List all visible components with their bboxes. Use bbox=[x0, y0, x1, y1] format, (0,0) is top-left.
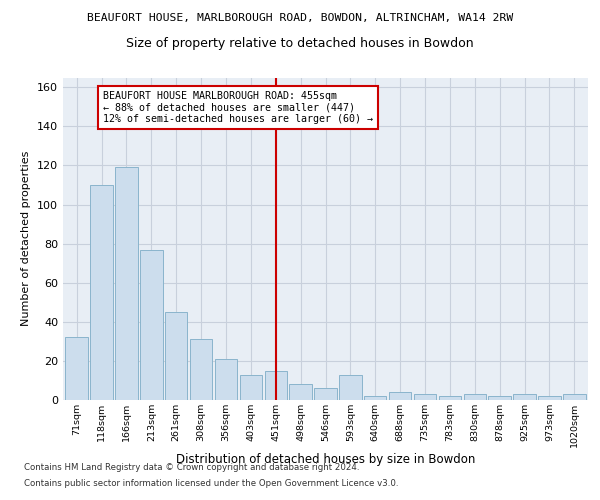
Bar bbox=[190, 340, 212, 400]
Y-axis label: Number of detached properties: Number of detached properties bbox=[22, 151, 31, 326]
Bar bbox=[488, 396, 511, 400]
Bar bbox=[115, 168, 137, 400]
Text: Size of property relative to detached houses in Bowdon: Size of property relative to detached ho… bbox=[126, 38, 474, 51]
Bar bbox=[314, 388, 337, 400]
Bar bbox=[538, 396, 560, 400]
X-axis label: Distribution of detached houses by size in Bowdon: Distribution of detached houses by size … bbox=[176, 452, 475, 466]
Bar bbox=[289, 384, 312, 400]
Bar bbox=[439, 396, 461, 400]
Bar bbox=[65, 338, 88, 400]
Bar bbox=[140, 250, 163, 400]
Text: BEAUFORT HOUSE MARLBOROUGH ROAD: 455sqm
← 88% of detached houses are smaller (44: BEAUFORT HOUSE MARLBOROUGH ROAD: 455sqm … bbox=[103, 91, 373, 124]
Bar bbox=[265, 370, 287, 400]
Bar bbox=[514, 394, 536, 400]
Text: Contains public sector information licensed under the Open Government Licence v3: Contains public sector information licen… bbox=[24, 479, 398, 488]
Text: Contains HM Land Registry data © Crown copyright and database right 2024.: Contains HM Land Registry data © Crown c… bbox=[24, 462, 359, 471]
Text: BEAUFORT HOUSE, MARLBOROUGH ROAD, BOWDON, ALTRINCHAM, WA14 2RW: BEAUFORT HOUSE, MARLBOROUGH ROAD, BOWDON… bbox=[87, 12, 513, 22]
Bar bbox=[91, 185, 113, 400]
Bar bbox=[339, 374, 362, 400]
Bar bbox=[239, 374, 262, 400]
Bar bbox=[364, 396, 386, 400]
Bar bbox=[563, 394, 586, 400]
Bar bbox=[389, 392, 412, 400]
Bar bbox=[215, 359, 237, 400]
Bar bbox=[464, 394, 486, 400]
Bar bbox=[414, 394, 436, 400]
Bar bbox=[165, 312, 187, 400]
